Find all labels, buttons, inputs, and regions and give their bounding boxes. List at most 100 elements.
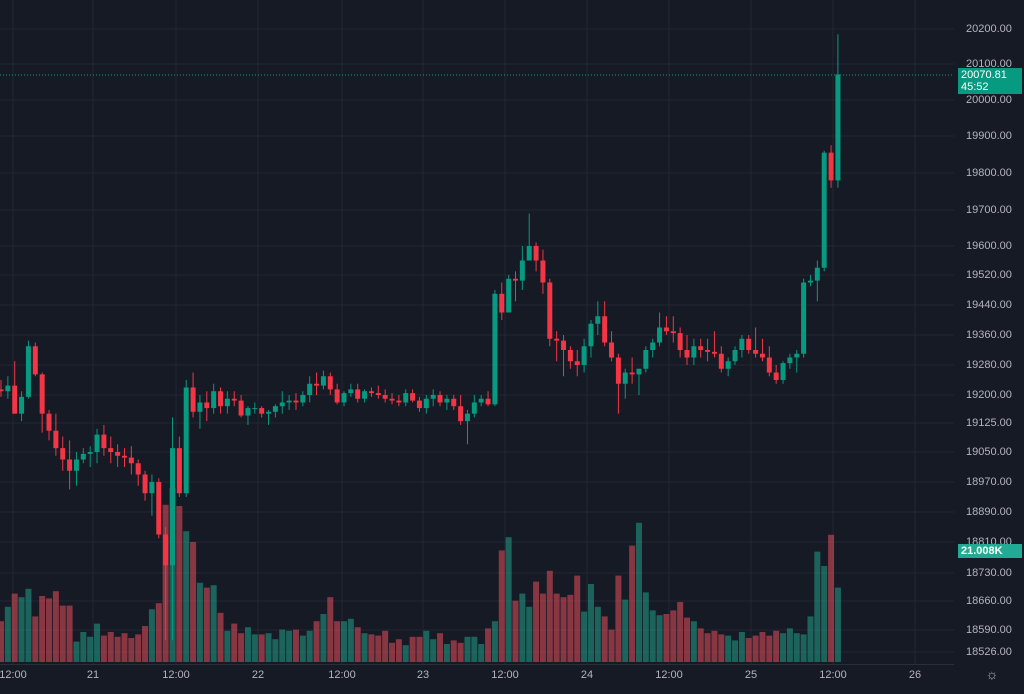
candle-body[interactable] — [142, 474, 148, 494]
candle-body[interactable] — [334, 389, 340, 403]
candle-body[interactable] — [389, 398, 395, 401]
candle-body[interactable] — [657, 327, 663, 343]
candle-body[interactable] — [821, 152, 827, 268]
candle-body[interactable] — [691, 346, 697, 358]
candle-body[interactable] — [204, 402, 210, 409]
candle-body[interactable] — [94, 434, 100, 452]
candle-body[interactable] — [513, 278, 518, 281]
candle-body[interactable] — [718, 353, 724, 369]
candle-body[interactable] — [458, 406, 464, 422]
candle-body[interactable] — [423, 398, 429, 409]
candle-body[interactable] — [471, 402, 477, 414]
candle-body[interactable] — [574, 361, 580, 365]
candle-body[interactable] — [780, 363, 786, 380]
candle-body[interactable] — [67, 459, 73, 471]
candle-body[interactable] — [636, 368, 642, 375]
candle-body[interactable] — [711, 351, 717, 354]
candle-body[interactable] — [320, 376, 326, 386]
candle-body[interactable] — [252, 408, 258, 410]
candle-body[interactable] — [725, 361, 731, 369]
candle-body[interactable] — [101, 434, 107, 449]
candle-body[interactable] — [176, 448, 182, 494]
candlestick-chart[interactable] — [0, 0, 954, 664]
candle-body[interactable] — [245, 408, 251, 416]
candle-body[interactable] — [163, 534, 169, 566]
candle-body[interactable] — [526, 246, 532, 261]
candle-body[interactable] — [135, 463, 141, 475]
candle-body[interactable] — [183, 387, 189, 494]
candle-body[interactable] — [53, 430, 59, 449]
candle-body[interactable] — [307, 383, 313, 395]
candle-body[interactable] — [629, 372, 635, 375]
candle-body[interactable] — [128, 457, 134, 464]
candle-body[interactable] — [464, 413, 470, 422]
candle-body[interactable] — [362, 391, 368, 399]
candle-body[interactable] — [759, 353, 765, 358]
candle-body[interactable] — [478, 398, 484, 403]
candle-body[interactable] — [5, 385, 11, 392]
candle-body[interactable] — [46, 413, 52, 431]
price-axis[interactable]: 20200.00 20100.00 20000.00 19900.00 19800.00… — [954, 0, 1024, 664]
candle-body[interactable] — [266, 411, 272, 414]
candle-body[interactable] — [327, 376, 333, 390]
candle-body[interactable] — [286, 400, 292, 403]
candle-body[interactable] — [609, 342, 615, 358]
candle-body[interactable] — [197, 402, 203, 412]
candle-body[interactable] — [670, 331, 676, 334]
candle-body[interactable] — [684, 350, 690, 358]
candle-body[interactable] — [279, 402, 285, 407]
candle-body[interactable] — [835, 74, 841, 181]
candle-body[interactable] — [766, 357, 772, 373]
candle-body[interactable] — [595, 316, 601, 324]
candle-body[interactable] — [451, 398, 457, 407]
candle-body[interactable] — [561, 340, 567, 350]
candle-body[interactable] — [80, 453, 86, 460]
candle-body[interactable] — [382, 395, 388, 399]
candle-body[interactable] — [190, 387, 196, 412]
candle-body[interactable] — [746, 338, 752, 350]
candle-body[interactable] — [732, 350, 738, 362]
candle-body[interactable] — [677, 333, 683, 350]
candle-body[interactable] — [787, 357, 793, 364]
candle-body[interactable] — [533, 246, 539, 261]
candle-body[interactable] — [499, 293, 505, 313]
candle-body[interactable] — [170, 448, 175, 566]
candle-body[interactable] — [87, 452, 93, 454]
candle-body[interactable] — [794, 353, 800, 358]
candle-body[interactable] — [272, 406, 278, 412]
candle-body[interactable] — [485, 398, 491, 405]
candle-body[interactable] — [259, 408, 265, 414]
candle-body[interactable] — [368, 391, 374, 394]
candle-body[interactable] — [39, 374, 45, 414]
candle-body[interactable] — [492, 293, 498, 405]
candle-body[interactable] — [115, 452, 121, 456]
candle-body[interactable] — [430, 395, 436, 399]
candle-body[interactable] — [663, 327, 669, 332]
candle-body[interactable] — [753, 350, 759, 354]
candle-body[interactable] — [300, 395, 306, 403]
candle-body[interactable] — [341, 393, 347, 403]
candle-body[interactable] — [410, 393, 416, 401]
settings-gear-icon[interactable]: ☼ — [985, 666, 999, 682]
candle-body[interactable] — [547, 282, 553, 339]
candle-body[interactable] — [540, 260, 546, 283]
candle-body[interactable] — [588, 323, 594, 347]
candle-body[interactable] — [396, 400, 402, 403]
candle-body[interactable] — [519, 260, 525, 281]
candle-body[interactable] — [581, 346, 587, 365]
chart-plot-area[interactable] — [0, 0, 954, 664]
candle-body[interactable] — [348, 389, 354, 394]
candle-body[interactable] — [12, 385, 18, 414]
candle-body[interactable] — [650, 342, 656, 351]
candle-body[interactable] — [801, 282, 807, 354]
candle-body[interactable] — [121, 455, 127, 458]
candle-body[interactable] — [108, 448, 114, 452]
candle-body[interactable] — [314, 383, 320, 386]
candle-body[interactable] — [444, 398, 450, 403]
candle-body[interactable] — [211, 391, 217, 409]
candle-body[interactable] — [149, 482, 155, 494]
candle-body[interactable] — [32, 346, 38, 375]
candle-body[interactable] — [355, 389, 361, 399]
candle-body[interactable] — [224, 398, 230, 407]
